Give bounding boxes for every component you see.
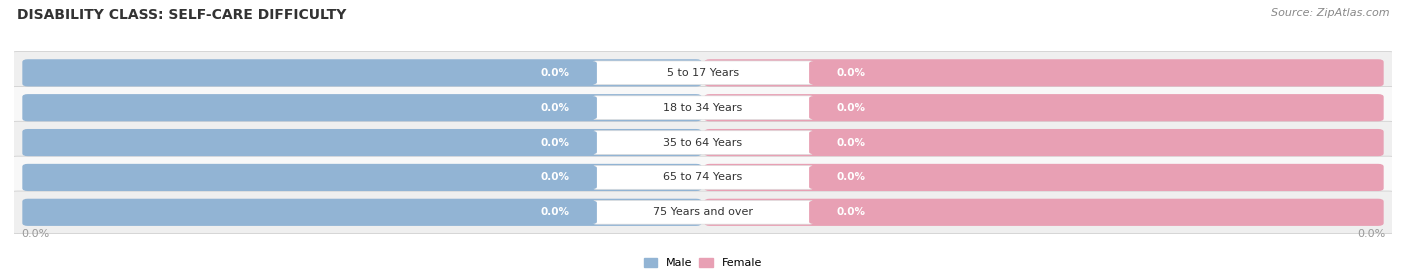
FancyBboxPatch shape (7, 156, 1399, 199)
FancyBboxPatch shape (22, 199, 702, 226)
FancyBboxPatch shape (7, 52, 1399, 94)
FancyBboxPatch shape (808, 96, 893, 119)
FancyBboxPatch shape (704, 199, 1384, 226)
FancyBboxPatch shape (513, 201, 598, 224)
FancyBboxPatch shape (704, 59, 1384, 86)
FancyBboxPatch shape (22, 94, 702, 121)
FancyBboxPatch shape (593, 166, 813, 189)
Text: 5 to 17 Years: 5 to 17 Years (666, 68, 740, 78)
FancyBboxPatch shape (593, 61, 813, 85)
FancyBboxPatch shape (593, 200, 813, 224)
Text: 0.0%: 0.0% (837, 68, 866, 78)
Text: 0.0%: 0.0% (540, 172, 569, 182)
FancyBboxPatch shape (7, 191, 1399, 233)
Text: 35 to 64 Years: 35 to 64 Years (664, 137, 742, 148)
FancyBboxPatch shape (704, 164, 1384, 191)
FancyBboxPatch shape (22, 129, 702, 156)
FancyBboxPatch shape (593, 96, 813, 119)
Text: 0.0%: 0.0% (837, 137, 866, 148)
FancyBboxPatch shape (808, 131, 893, 154)
Text: 0.0%: 0.0% (837, 207, 866, 217)
Text: 0.0%: 0.0% (540, 103, 569, 113)
Text: 0.0%: 0.0% (540, 207, 569, 217)
FancyBboxPatch shape (593, 131, 813, 154)
Text: 0.0%: 0.0% (837, 172, 866, 182)
FancyBboxPatch shape (808, 166, 893, 189)
Text: 0.0%: 0.0% (837, 103, 866, 113)
Text: 0.0%: 0.0% (21, 229, 49, 239)
FancyBboxPatch shape (808, 61, 893, 84)
Text: 0.0%: 0.0% (540, 68, 569, 78)
Text: 0.0%: 0.0% (540, 137, 569, 148)
FancyBboxPatch shape (22, 59, 702, 86)
Text: Source: ZipAtlas.com: Source: ZipAtlas.com (1271, 8, 1389, 18)
Text: 65 to 74 Years: 65 to 74 Years (664, 172, 742, 182)
FancyBboxPatch shape (513, 131, 598, 154)
FancyBboxPatch shape (513, 61, 598, 84)
FancyBboxPatch shape (704, 129, 1384, 156)
FancyBboxPatch shape (7, 86, 1399, 129)
Legend: Male, Female: Male, Female (640, 253, 766, 269)
Text: 75 Years and over: 75 Years and over (652, 207, 754, 217)
FancyBboxPatch shape (513, 166, 598, 189)
FancyBboxPatch shape (808, 201, 893, 224)
Text: 0.0%: 0.0% (1357, 229, 1385, 239)
Text: 18 to 34 Years: 18 to 34 Years (664, 103, 742, 113)
FancyBboxPatch shape (704, 94, 1384, 121)
FancyBboxPatch shape (513, 96, 598, 119)
FancyBboxPatch shape (7, 121, 1399, 164)
FancyBboxPatch shape (22, 164, 702, 191)
Text: DISABILITY CLASS: SELF-CARE DIFFICULTY: DISABILITY CLASS: SELF-CARE DIFFICULTY (17, 8, 346, 22)
